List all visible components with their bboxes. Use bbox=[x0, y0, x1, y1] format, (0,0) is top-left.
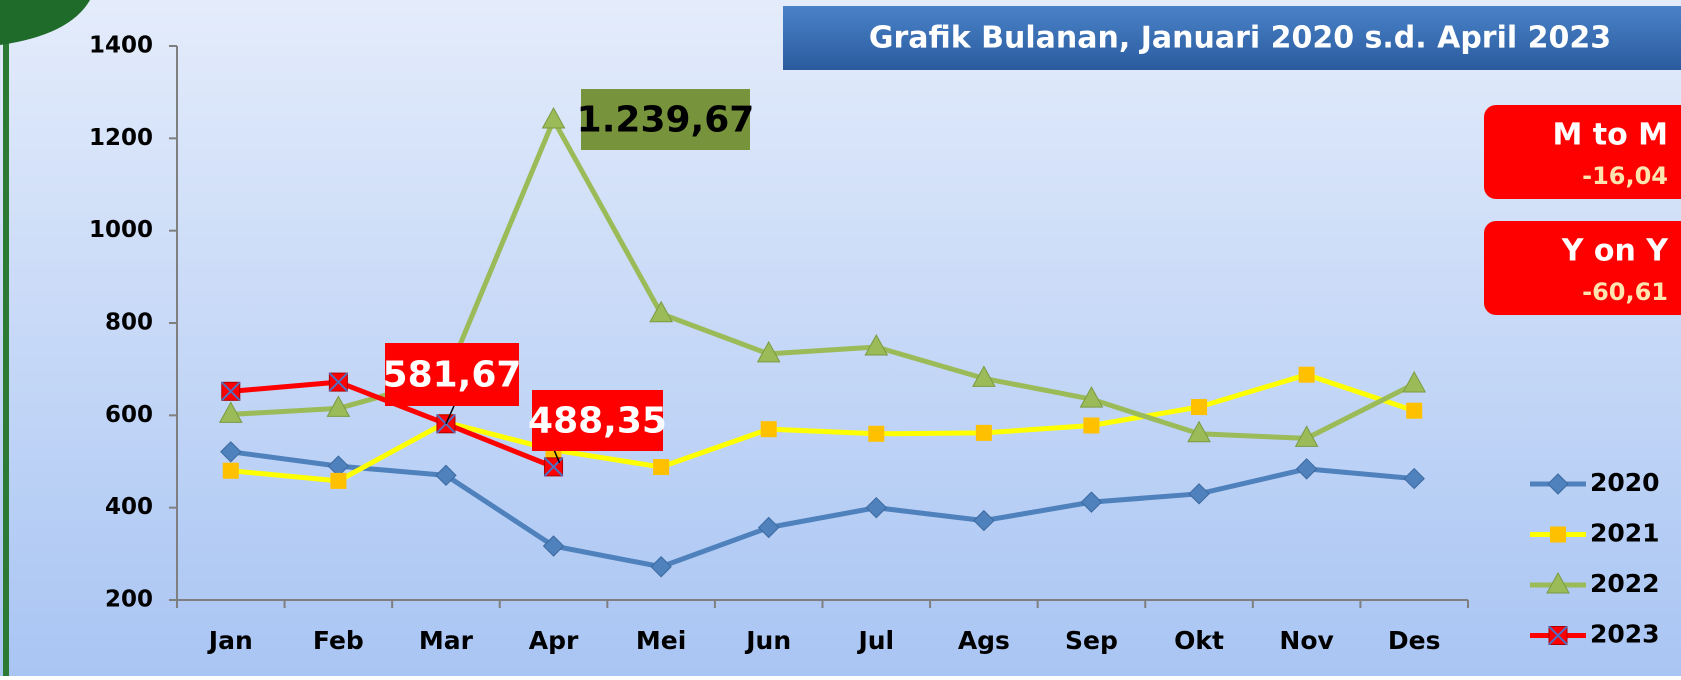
legend-label: 2021 bbox=[1590, 519, 1660, 548]
x-tick-label: Mei bbox=[636, 626, 686, 655]
marker bbox=[330, 472, 347, 489]
data-label-box bbox=[385, 343, 519, 406]
marker bbox=[222, 462, 239, 479]
indicator-value: -60,61 bbox=[1582, 278, 1668, 306]
marker-cross bbox=[1548, 625, 1568, 646]
marker bbox=[1294, 425, 1319, 447]
marker bbox=[435, 464, 457, 487]
data-label-box bbox=[532, 390, 663, 451]
marker-cross bbox=[328, 372, 349, 392]
marker bbox=[1191, 399, 1208, 416]
data-label: 581,67 bbox=[383, 355, 522, 396]
marker bbox=[1080, 491, 1103, 513]
x-tick-label: Nov bbox=[1279, 626, 1333, 655]
marker bbox=[220, 441, 242, 463]
marker-cross bbox=[543, 457, 564, 477]
marker bbox=[865, 496, 887, 519]
legend-label: 2023 bbox=[1590, 620, 1660, 649]
marker bbox=[864, 333, 889, 356]
series-line bbox=[230, 372, 1416, 484]
indicator-box bbox=[1484, 105, 1681, 199]
indicator-box bbox=[1484, 221, 1681, 315]
marker bbox=[973, 509, 995, 532]
y-tick-label: 200 bbox=[105, 587, 153, 613]
legend-label: 2020 bbox=[1590, 468, 1660, 497]
marker-cross bbox=[221, 381, 241, 402]
marker bbox=[760, 421, 777, 438]
marker bbox=[653, 459, 670, 476]
leader-line bbox=[445, 405, 455, 425]
x-tick-label: Jan bbox=[207, 626, 253, 655]
marker bbox=[1298, 366, 1315, 383]
y-tick-label: 400 bbox=[105, 494, 153, 520]
marker bbox=[868, 425, 885, 442]
marker bbox=[1402, 370, 1427, 393]
marker bbox=[1079, 386, 1104, 408]
x-tick-label: Feb bbox=[313, 626, 364, 655]
y-tick-label: 1400 bbox=[89, 33, 153, 59]
legend-marker bbox=[1546, 571, 1570, 594]
marker bbox=[541, 106, 566, 129]
marker bbox=[649, 300, 673, 323]
marker bbox=[1406, 402, 1423, 419]
x-tick-label: Okt bbox=[1174, 626, 1224, 655]
x-tick-label: Ags bbox=[958, 626, 1010, 655]
marker bbox=[542, 535, 565, 557]
indicator-value: -16,04 bbox=[1582, 162, 1668, 190]
marker bbox=[326, 395, 351, 417]
y-tick-label: 1200 bbox=[89, 125, 153, 151]
chart-title: Grafik Bulanan, Januari 2020 s.d. April … bbox=[869, 21, 1611, 56]
y-tick-label: 600 bbox=[105, 402, 153, 428]
marker bbox=[1295, 458, 1318, 480]
legend-marker bbox=[1550, 526, 1566, 543]
legend-marker bbox=[1547, 473, 1569, 495]
logo-corner bbox=[0, 0, 90, 45]
series-line bbox=[230, 449, 1415, 570]
x-tick-label: Mar bbox=[419, 626, 474, 655]
marker bbox=[756, 340, 781, 363]
x-tick-label: Sep bbox=[1065, 626, 1118, 655]
marker bbox=[972, 365, 996, 387]
x-tick-label: Apr bbox=[529, 626, 579, 655]
marker bbox=[1187, 420, 1211, 443]
legend-label: 2022 bbox=[1590, 569, 1660, 598]
x-tick-label: Jun bbox=[744, 626, 791, 655]
indicator-label: Y on Y bbox=[1561, 234, 1670, 269]
data-label: 1.239,67 bbox=[577, 100, 755, 141]
marker bbox=[218, 401, 243, 423]
data-label: 488,35 bbox=[528, 401, 667, 442]
data-label-box bbox=[581, 89, 750, 150]
y-tick-label: 800 bbox=[105, 310, 153, 336]
x-tick-label: Des bbox=[1388, 626, 1441, 655]
marker bbox=[1083, 417, 1100, 434]
marker bbox=[758, 516, 780, 539]
marker bbox=[975, 424, 992, 441]
marker bbox=[650, 556, 672, 578]
marker bbox=[1403, 467, 1425, 490]
marker-cross bbox=[436, 414, 456, 434]
indicator-label: M to M bbox=[1552, 118, 1668, 153]
title-box bbox=[783, 6, 1681, 70]
y-tick-label: 1000 bbox=[89, 217, 153, 243]
marker bbox=[1188, 483, 1210, 505]
x-tick-label: Jul bbox=[856, 626, 894, 655]
